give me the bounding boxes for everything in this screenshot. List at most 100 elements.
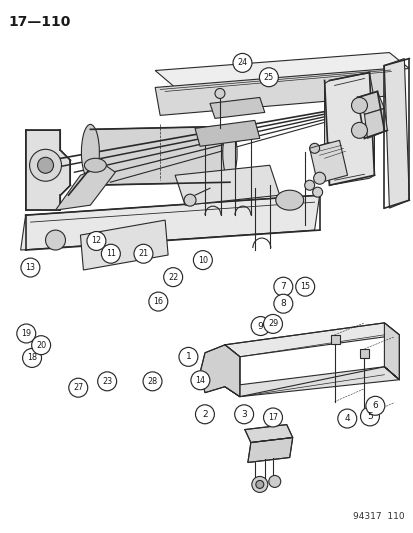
Circle shape [351,98,367,114]
Text: 17: 17 [267,413,278,422]
Circle shape [149,292,167,311]
Circle shape [234,405,253,424]
Circle shape [360,407,379,426]
Polygon shape [90,126,229,185]
Text: 23: 23 [102,377,112,386]
Text: 28: 28 [147,377,157,386]
Text: 3: 3 [241,410,247,419]
Text: 5: 5 [366,412,372,421]
Circle shape [313,172,325,184]
Circle shape [23,349,41,367]
Bar [330,335,339,344]
Polygon shape [209,98,264,118]
Text: 20: 20 [36,341,46,350]
Polygon shape [55,165,115,210]
Circle shape [31,336,50,354]
Circle shape [263,314,282,333]
Polygon shape [21,195,319,250]
Circle shape [365,397,384,415]
Text: 94317  110: 94317 110 [352,512,404,521]
Text: 18: 18 [27,353,37,362]
Text: 29: 29 [267,319,278,328]
Text: 15: 15 [299,282,309,291]
Circle shape [193,251,212,270]
Text: 19: 19 [21,329,31,338]
Circle shape [69,378,88,397]
Polygon shape [244,425,292,442]
Circle shape [312,187,322,197]
Text: 9: 9 [257,321,263,330]
Polygon shape [80,220,168,270]
Polygon shape [175,165,279,205]
Text: 7: 7 [280,282,285,291]
Circle shape [251,317,269,335]
Circle shape [184,194,196,206]
Circle shape [259,68,278,87]
Circle shape [178,348,197,366]
Text: 16: 16 [153,297,163,306]
Polygon shape [195,120,259,147]
Circle shape [268,475,280,487]
Circle shape [143,372,161,391]
Polygon shape [384,59,408,208]
Polygon shape [384,323,399,379]
Text: 13: 13 [25,263,36,272]
Circle shape [190,371,209,390]
Circle shape [263,408,282,427]
Text: 10: 10 [197,256,207,264]
Circle shape [309,143,319,154]
Text: 17—110: 17—110 [9,15,71,29]
Polygon shape [224,323,399,357]
Circle shape [38,157,53,173]
Circle shape [17,324,36,343]
Circle shape [195,405,214,424]
Circle shape [97,372,116,391]
Circle shape [29,149,62,181]
Circle shape [255,480,263,488]
Polygon shape [324,72,373,185]
Circle shape [21,258,40,277]
Circle shape [304,180,314,190]
Text: 8: 8 [280,299,285,308]
Polygon shape [363,108,387,139]
Text: 2: 2 [202,410,207,419]
Polygon shape [309,140,347,183]
Circle shape [101,244,120,263]
Text: 11: 11 [106,249,116,259]
Text: 24: 24 [237,59,247,67]
Circle shape [295,277,314,296]
Circle shape [163,268,182,287]
Text: 22: 22 [168,273,178,281]
Circle shape [214,88,224,99]
Text: 6: 6 [372,401,377,410]
Circle shape [273,294,292,313]
Text: 1: 1 [185,352,191,361]
Circle shape [233,53,252,72]
Circle shape [351,123,367,139]
Circle shape [134,244,152,263]
Ellipse shape [275,190,303,210]
Bar [360,349,368,358]
Circle shape [273,277,292,296]
Polygon shape [247,438,292,463]
Polygon shape [224,345,239,397]
Text: 27: 27 [73,383,83,392]
Text: 12: 12 [91,237,101,246]
Polygon shape [199,345,239,397]
Text: 4: 4 [344,414,349,423]
Ellipse shape [81,124,99,180]
Polygon shape [26,131,70,210]
Polygon shape [155,69,394,116]
Ellipse shape [222,128,237,179]
Circle shape [45,230,65,250]
Text: 21: 21 [138,249,148,259]
Circle shape [251,477,267,492]
Ellipse shape [84,158,106,172]
Text: 25: 25 [263,72,273,82]
Circle shape [87,231,106,251]
Text: 14: 14 [195,376,205,385]
Polygon shape [224,367,399,397]
Polygon shape [155,53,408,87]
Polygon shape [357,92,384,115]
Circle shape [337,409,356,428]
